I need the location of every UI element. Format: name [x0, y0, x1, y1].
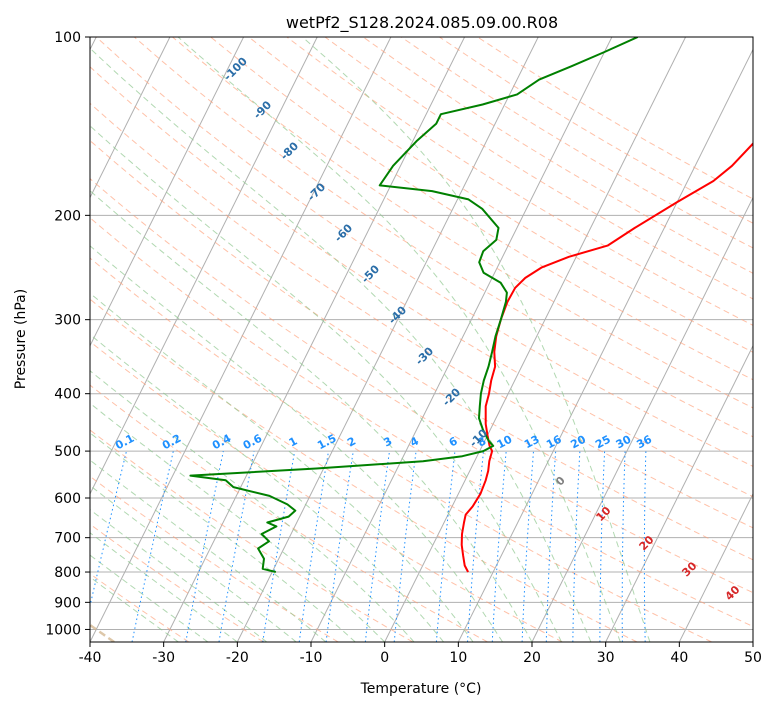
isotherm-line: [90, 37, 318, 496]
x-axis-label: Temperature (°C): [360, 681, 482, 697]
dry-adiabat-line: [90, 139, 753, 561]
background-lines: [90, 37, 753, 642]
x-tick-label: 20: [523, 650, 541, 666]
mixing-ratio-line: [521, 451, 534, 642]
mixing-ratio-line: [325, 451, 354, 642]
mixing-ratio-line: [185, 451, 224, 642]
moist-adiabat-line: [90, 459, 327, 642]
moist-adiabat-line: [90, 576, 179, 642]
dry-adiabat-line: [248, 37, 753, 353]
x-tick-label: -20: [226, 650, 249, 666]
dry-adiabat-line: [172, 37, 753, 409]
y-tick-label: 900: [54, 595, 81, 611]
moist-adiabat-line: [90, 402, 386, 642]
x-tick-label: -10: [300, 650, 323, 666]
mixing-ratio-label: 16: [544, 433, 564, 452]
isotherm-line: [236, 37, 539, 642]
dry-adiabat-line: [90, 66, 753, 498]
mixing-ratio-line: [298, 451, 329, 642]
moist-adiabat-line: [90, 370, 415, 642]
y-axis-label: Pressure (hPa): [13, 289, 29, 389]
isotherm-line: [531, 196, 753, 642]
moist-adiabat-line: [90, 245, 503, 642]
mixing-ratio-line: [467, 451, 484, 642]
mixing-ratio-line: [491, 451, 507, 642]
isotherm-line: [605, 344, 753, 642]
y-tick-label: 400: [54, 387, 81, 403]
isotherm-line: [90, 37, 245, 347]
dry-adiabat-line: [90, 298, 638, 642]
y-tick-label: 300: [54, 313, 81, 329]
y-tick-label: 1000: [45, 622, 81, 638]
mixing-ratio-label: 25: [593, 433, 613, 452]
x-tick-label: -30: [152, 650, 175, 666]
isotherm-line: [90, 37, 171, 199]
isotherm-line: [678, 492, 753, 642]
dry-adiabat-line: [90, 340, 563, 642]
dry-adiabat-line: [210, 37, 753, 381]
mixing-ratio-line: [393, 451, 417, 642]
y-tick-label: 200: [54, 208, 81, 224]
mixing-ratio-line: [599, 451, 606, 642]
dry-adiabat-line: [324, 37, 753, 300]
dry-adiabat-line: [90, 178, 753, 594]
mixing-ratio-label: 30: [614, 433, 634, 452]
moist-adiabat-line: [90, 125, 562, 642]
mixing-ratio-label: 20: [568, 433, 588, 452]
moist-adiabat-line: [177, 37, 621, 642]
y-tick-label: 600: [54, 491, 81, 507]
mixing-ratio-label: 10: [495, 433, 515, 452]
moist-adiabat-line: [90, 333, 444, 642]
y-tick-label: 100: [54, 30, 81, 46]
dry-adiabat-line: [90, 257, 712, 642]
x-tick-label: -40: [79, 650, 102, 666]
x-tick-label: 50: [744, 650, 762, 666]
chart-title: wetPf2_S128.2024.085.09.00.R08: [286, 13, 558, 33]
y-tick-label: 700: [54, 531, 81, 547]
mixing-ratio-line: [435, 451, 456, 642]
isotherm-line: [163, 37, 466, 642]
axes: -40 -30 -20 -10 0 10 20 30 40 50 100 200 300 400 500 60…: [45, 30, 762, 666]
dry-adiabat-line: [90, 384, 488, 642]
dry-adiabat-line: [90, 102, 753, 529]
x-tick-label: 0: [380, 650, 389, 666]
dewpoint-profile-line: [189, 37, 639, 573]
mixing-ratio-label: 13: [522, 433, 542, 452]
mixing-ratio-line: [572, 451, 581, 642]
dry-adiabat-line: [90, 475, 339, 642]
series-layer: [189, 37, 753, 573]
y-tick-label: 800: [54, 565, 81, 581]
mixing-ratio-line: [621, 451, 626, 642]
moist-adiabat-line: [90, 554, 209, 642]
mixing-ratio-label: 36: [634, 433, 654, 452]
moist-adiabat-line: [90, 292, 474, 642]
moist-adiabat-line: [90, 532, 238, 642]
y-tick-label: 500: [54, 444, 81, 460]
dry-adiabat-line: [90, 429, 414, 642]
mixing-ratio-line: [262, 451, 296, 642]
plot-frame: [89, 36, 754, 643]
moist-adiabat-line: [302, 37, 651, 642]
x-tick-label: 40: [670, 650, 688, 666]
isotherm-line: [90, 37, 392, 642]
moist-adiabat-line: [90, 190, 533, 642]
isotherm-line: [384, 37, 687, 642]
mixing-ratio-line: [218, 451, 255, 642]
x-tick-label: 30: [597, 650, 615, 666]
mixing-ratio-line: [364, 451, 390, 642]
mixing-ratio-line: [545, 451, 557, 642]
moist-adiabat-line: [90, 47, 592, 642]
dry-adiabat-line: [90, 573, 190, 642]
moist-adiabat-line: [90, 432, 356, 642]
mixing-ratio-line: [643, 451, 647, 642]
dry-adiabat-line: [90, 217, 753, 628]
temperature-profile-line: [460, 142, 753, 573]
x-tick-label: 10: [449, 650, 467, 666]
